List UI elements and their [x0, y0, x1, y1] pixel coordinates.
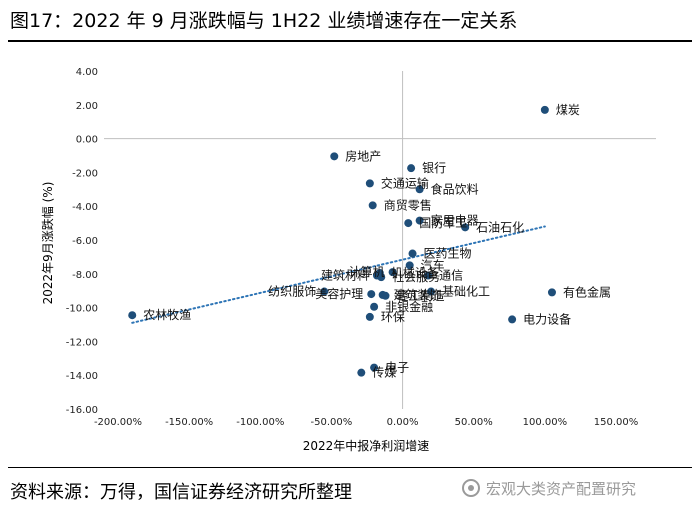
data-point	[388, 268, 397, 277]
chart-axes	[104, 71, 656, 409]
point-label: 食品饮料	[431, 181, 479, 196]
point-label: 商贸零售	[384, 197, 432, 212]
data-point	[508, 315, 517, 324]
y-tick-label: -12.00	[66, 337, 98, 348]
data-point	[367, 290, 376, 299]
x-tick-label: -50.00%	[311, 417, 353, 428]
point-label: 银行	[422, 161, 446, 175]
data-point	[370, 363, 379, 372]
point-label: 非银金融	[385, 299, 433, 314]
y-tick-label: -6.00	[72, 236, 98, 247]
point-label: 电力设备	[523, 312, 571, 326]
point-label: 交通运输	[381, 175, 429, 190]
data-point	[547, 288, 556, 297]
data-point	[415, 216, 424, 225]
x-tick-label: 100.00%	[523, 417, 568, 428]
trend-line	[131, 225, 546, 324]
point-label: 建筑装饰	[394, 287, 442, 302]
x-tick-label: 50.00%	[455, 417, 493, 428]
data-point	[408, 249, 417, 258]
point-label: 基础化工	[442, 285, 490, 299]
point-label: 煤炭	[556, 103, 580, 117]
point-label: 房地产	[345, 148, 381, 163]
point-label: 计算机	[349, 264, 385, 279]
data-point	[365, 312, 374, 321]
data-point	[365, 179, 374, 188]
point-label: 家用电器	[431, 213, 479, 228]
point-label: 环保	[381, 310, 405, 324]
source-rule	[8, 467, 692, 468]
point-label: 通信	[439, 268, 463, 282]
point-label: 美容护理	[315, 286, 363, 301]
x-tick-label: 150.00%	[594, 417, 639, 428]
data-point	[415, 185, 424, 194]
x-tick-label: -100.00%	[236, 417, 284, 428]
data-point	[407, 164, 416, 173]
chart-ticks: 4.00 2.00 0.00 -2.00 -4.00 -6.00 -8.00 -10.00 -1…	[66, 67, 639, 428]
y-tick-label: -10.00	[66, 304, 98, 315]
point-label: 社会服务	[392, 269, 440, 284]
y-tick-label: 0.00	[76, 135, 98, 146]
x-axis-title: 2022年中报净利润增速	[303, 438, 430, 453]
x-tick-label: 0.00%	[387, 417, 419, 428]
point-label: 传媒	[372, 365, 396, 380]
watermark: 宏观大类资产配置研究	[462, 478, 636, 499]
data-point	[370, 302, 379, 311]
point-label: 轻工制造	[396, 289, 444, 303]
data-point	[424, 271, 433, 280]
data-point	[404, 219, 413, 228]
wechat-logo-icon	[462, 479, 480, 497]
data-point	[381, 291, 390, 300]
point-label: 机械设备	[391, 265, 439, 280]
y-tick-label: -14.00	[66, 371, 98, 382]
y-tick-label: 2.00	[76, 101, 98, 112]
y-tick-label: -16.00	[66, 405, 98, 416]
point-label: 纺织服饰	[268, 285, 316, 299]
scatter-chart: 4.00 2.00 0.00 -2.00 -4.00 -6.00 -8.00 -10.00 -1…	[40, 67, 656, 453]
point-label: 汽车	[421, 257, 445, 272]
data-point	[427, 287, 436, 296]
point-label: 石油石化	[476, 220, 524, 234]
x-tick-label: -150.00%	[165, 417, 213, 428]
data-point	[540, 105, 549, 114]
y-tick-label: 4.00	[76, 67, 98, 78]
y-tick-label: -2.00	[72, 168, 98, 179]
chart-points	[128, 105, 556, 377]
source-note: 资料来源：万得，国信证券经济研究所整理	[10, 482, 352, 503]
y-axis-title: 2022年9月涨跌幅 (%)	[40, 182, 55, 305]
data-point	[128, 311, 137, 320]
data-point	[405, 261, 414, 270]
point-label: 农林牧渔	[143, 308, 191, 322]
data-point	[320, 287, 329, 296]
data-point	[377, 273, 386, 282]
title-rule	[8, 40, 692, 42]
data-point	[461, 223, 470, 232]
point-label: 医药生物	[424, 247, 472, 261]
watermark-text: 宏观大类资产配置研究	[486, 480, 637, 498]
point-label: 有色金属	[563, 284, 611, 299]
data-point	[357, 368, 366, 377]
figure-title: 图17：2022 年 9 月涨跌幅与 1H22 业绩增速存在一定关系	[10, 10, 518, 32]
data-point	[368, 201, 377, 210]
y-tick-label: -4.00	[72, 202, 98, 213]
point-label: 电子	[385, 361, 409, 375]
x-tick-label: -200.00%	[94, 417, 142, 428]
point-label: 国防军工	[419, 215, 467, 230]
data-point	[330, 152, 339, 161]
point-label: 建筑材料	[321, 267, 369, 282]
y-tick-label: -8.00	[72, 270, 98, 281]
